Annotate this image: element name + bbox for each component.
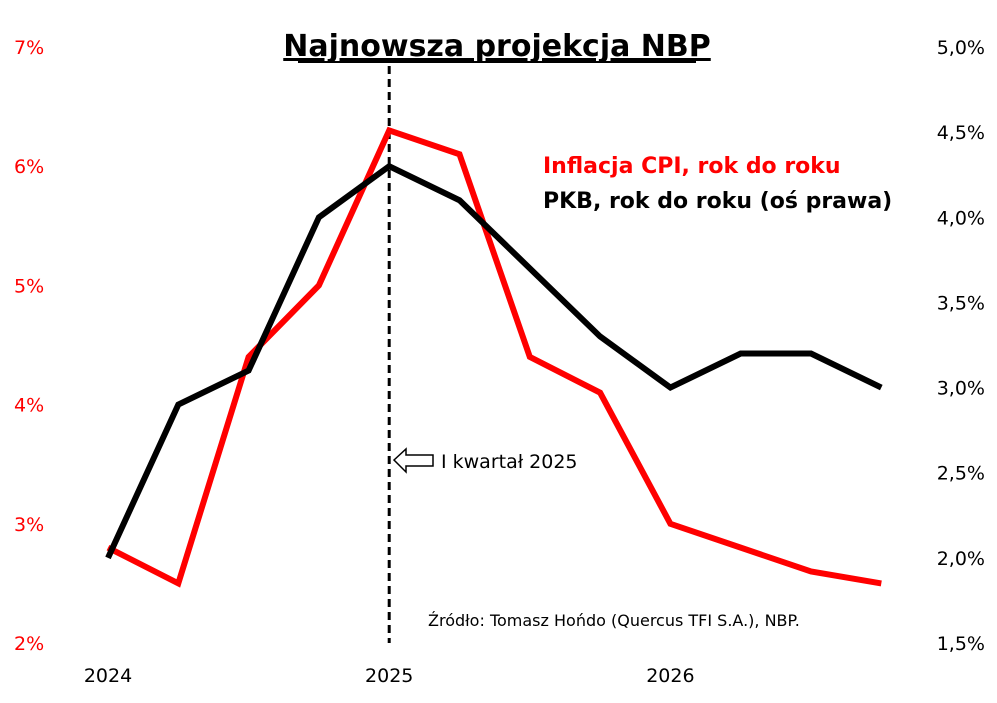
left-axis: 2% 3% 4% 5% 6% 7% <box>14 37 44 655</box>
right-tick-label: 2,5% <box>937 463 985 485</box>
series <box>105 126 883 588</box>
left-tick-label: 5% <box>14 275 44 297</box>
left-tick-label: 7% <box>14 37 44 59</box>
x-tick-label: 2026 <box>646 665 694 687</box>
x-axis: 2024 2025 2026 <box>84 665 695 687</box>
source-note: Źródło: Tomasz Hońdo (Quercus TFI S.A.),… <box>428 611 800 630</box>
legend-gdp: PKB, rok do roku (oś prawa) <box>543 189 892 214</box>
chart-title: Najnowsza projekcja NBP <box>283 29 711 64</box>
right-tick-label: 3,0% <box>937 378 985 400</box>
right-tick-label: 4,0% <box>937 207 985 229</box>
marker-label: I kwartał 2025 <box>441 451 578 473</box>
x-tick-label: 2024 <box>84 665 132 687</box>
right-tick-label: 2,0% <box>937 548 985 570</box>
x-tick-label: 2025 <box>365 665 413 687</box>
right-tick-label: 5,0% <box>937 37 985 59</box>
left-tick-label: 2% <box>14 633 44 655</box>
right-tick-label: 1,5% <box>937 633 985 655</box>
right-axis: 1,5% 2,0% 2,5% 3,0% 3,5% 4,0% 4,5% 5,0% <box>937 37 985 655</box>
series-line-cpi <box>106 126 882 588</box>
arrow-left-icon <box>392 447 434 474</box>
series-line-gdp <box>105 162 883 560</box>
left-tick-label: 6% <box>14 156 44 178</box>
legend-cpi: Inflacja CPI, rok do roku <box>543 154 841 179</box>
left-tick-label: 3% <box>14 514 44 536</box>
right-tick-label: 3,5% <box>937 292 985 314</box>
right-tick-label: 4,5% <box>937 122 985 144</box>
left-tick-label: 4% <box>14 395 44 417</box>
